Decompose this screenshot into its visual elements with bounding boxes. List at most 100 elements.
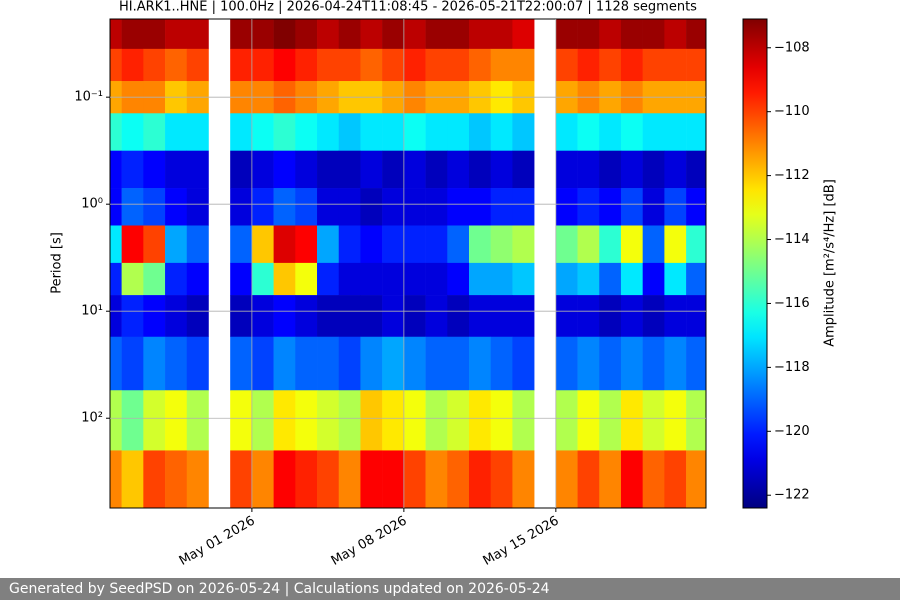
cell [403, 19, 426, 50]
cell [620, 48, 643, 82]
cell [110, 48, 122, 82]
colorbar-tick-label: −110 [774, 104, 810, 119]
cell [251, 19, 274, 50]
cell [295, 113, 318, 151]
cell [490, 188, 513, 226]
cell [165, 262, 188, 296]
colorbar-tick-label: −112 [774, 168, 810, 183]
cell [295, 295, 318, 338]
cell [186, 188, 209, 226]
cell [251, 262, 274, 296]
cell [490, 390, 513, 451]
cell [110, 113, 122, 151]
cell [577, 19, 600, 50]
cell [577, 336, 600, 391]
cell [295, 336, 318, 391]
cell [425, 188, 448, 226]
cell [490, 262, 513, 296]
cell [186, 150, 209, 189]
cell [425, 19, 448, 50]
cell [468, 450, 492, 509]
cell [143, 19, 166, 50]
cell [317, 295, 340, 338]
cell [620, 113, 643, 151]
cell [338, 188, 361, 226]
cell [121, 188, 144, 226]
cell [447, 48, 470, 82]
cell [447, 113, 470, 151]
cell [360, 150, 383, 189]
cell [317, 48, 340, 82]
cell [360, 390, 383, 451]
cell [468, 262, 492, 296]
cell [317, 450, 340, 509]
cell [251, 113, 274, 151]
cell [186, 48, 209, 82]
cell [230, 188, 253, 226]
cell [121, 262, 144, 296]
cell [664, 150, 687, 189]
cell [273, 188, 296, 226]
cell [664, 336, 687, 391]
cell [642, 295, 665, 338]
cell [382, 225, 405, 264]
cell [642, 336, 665, 391]
cell [186, 262, 209, 296]
colorbar [742, 18, 768, 509]
cell [599, 390, 622, 451]
cell [620, 450, 643, 509]
cell [447, 295, 470, 338]
cell [143, 48, 166, 82]
cell [338, 48, 361, 82]
cell [447, 19, 470, 50]
cell [382, 188, 405, 226]
cell [512, 390, 535, 451]
cell [664, 225, 687, 264]
cell [468, 113, 492, 151]
cell [620, 390, 643, 451]
cell [165, 188, 188, 226]
cell [425, 450, 448, 509]
cell [642, 150, 665, 189]
cell [382, 48, 405, 82]
cell [620, 336, 643, 391]
cell [121, 48, 144, 82]
cell [468, 188, 492, 226]
cell [425, 48, 448, 82]
y-tick-label: 10¹ [81, 304, 103, 319]
cell [620, 188, 643, 226]
y-tick-label: 10² [81, 411, 103, 426]
cell [273, 295, 296, 338]
cell [447, 225, 470, 264]
colorbar-tick-label: −114 [774, 232, 810, 247]
y-tick-label: 10⁰ [81, 197, 103, 212]
cell [251, 225, 274, 264]
cell [251, 450, 274, 509]
cell [121, 225, 144, 264]
cell [360, 188, 383, 226]
cell [490, 295, 513, 338]
cell [468, 225, 492, 264]
cell [403, 48, 426, 82]
cell [599, 225, 622, 264]
cell [165, 19, 188, 50]
cell [468, 336, 492, 391]
colorbar-tick-label: −118 [774, 360, 810, 375]
cell [382, 262, 405, 296]
cell [295, 225, 318, 264]
cell [143, 150, 166, 189]
cell [251, 336, 274, 391]
cell [425, 150, 448, 189]
cell [490, 225, 513, 264]
cell [599, 48, 622, 82]
cell [577, 225, 600, 264]
cell [382, 390, 405, 451]
cell [599, 150, 622, 189]
cell [620, 19, 643, 50]
cell [360, 225, 383, 264]
cell [295, 19, 318, 50]
cell [317, 19, 340, 50]
cell [273, 225, 296, 264]
cell [425, 225, 448, 264]
